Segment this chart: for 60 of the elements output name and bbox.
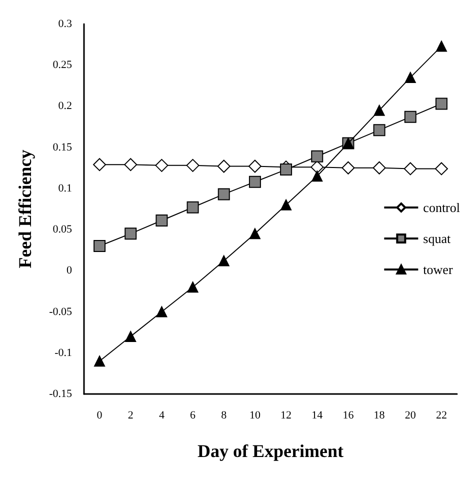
point — [342, 161, 355, 174]
x-tick-label: 2 — [128, 410, 134, 422]
point — [436, 40, 447, 52]
point — [186, 201, 199, 214]
x-tick-label: 6 — [190, 410, 196, 422]
point — [218, 188, 230, 200]
point — [94, 356, 106, 367]
x-tick-label: 22 — [436, 410, 447, 422]
y-tick-label: 0.3 — [58, 18, 72, 30]
point — [218, 255, 230, 266]
point — [155, 158, 168, 172]
point — [312, 170, 323, 182]
point — [404, 110, 416, 123]
point — [311, 150, 324, 162]
y-tick-label: 0 — [66, 264, 72, 277]
point — [404, 162, 417, 176]
x-tick-label: 8 — [221, 410, 228, 422]
point — [93, 158, 106, 172]
y-axis-title: Feed Efficiency — [15, 150, 35, 268]
point — [124, 228, 137, 240]
y-tick-label: 0.2 — [58, 100, 72, 112]
point — [373, 124, 386, 136]
x-tick-label: 4 — [158, 410, 165, 422]
point — [125, 330, 136, 342]
y-tick-label: 0.25 — [52, 59, 72, 72]
y-tick-label: -0.15 — [49, 388, 72, 400]
point — [372, 161, 386, 174]
point — [280, 199, 292, 210]
point — [435, 98, 448, 110]
x-tick-label: 14 — [312, 410, 324, 422]
y-tick-label: -0.1 — [54, 346, 72, 359]
legend-label: tower — [423, 262, 454, 277]
point — [156, 306, 168, 318]
point — [186, 158, 200, 172]
point — [310, 160, 324, 174]
point — [94, 240, 106, 252]
x-tick-label: 20 — [404, 410, 416, 422]
point — [217, 160, 230, 173]
point — [156, 214, 168, 227]
point — [249, 228, 260, 240]
y-tick-label: 0.15 — [52, 141, 72, 154]
legend-label: squat — [423, 231, 452, 246]
point — [248, 160, 262, 173]
x-tick-label: 0 — [96, 410, 103, 422]
point — [374, 104, 385, 116]
point — [434, 162, 448, 176]
legend-label: control — [423, 200, 460, 215]
x-axis-title: Day of Experiment — [198, 441, 344, 461]
point — [124, 158, 138, 172]
y-tick-label: 0.05 — [52, 224, 72, 236]
point — [404, 72, 416, 83]
y-tick-label: -0.05 — [49, 306, 72, 318]
x-tick-label: 12 — [280, 410, 292, 422]
x-tick-label: 10 — [249, 410, 261, 422]
point — [248, 176, 261, 188]
x-tick-label: 18 — [374, 410, 386, 422]
point — [280, 164, 292, 176]
point — [187, 282, 198, 293]
x-tick-label: 16 — [342, 410, 354, 422]
y-tick-label: 0.1 — [58, 182, 72, 194]
